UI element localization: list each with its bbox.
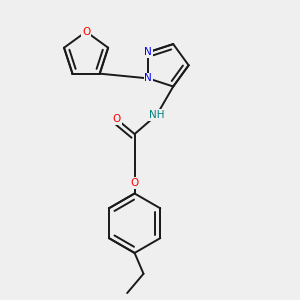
Text: N: N	[144, 47, 152, 57]
Text: O: O	[112, 114, 121, 124]
Text: O: O	[130, 178, 139, 188]
Text: O: O	[82, 27, 90, 37]
Text: NH: NH	[149, 110, 165, 120]
Text: N: N	[144, 74, 152, 83]
